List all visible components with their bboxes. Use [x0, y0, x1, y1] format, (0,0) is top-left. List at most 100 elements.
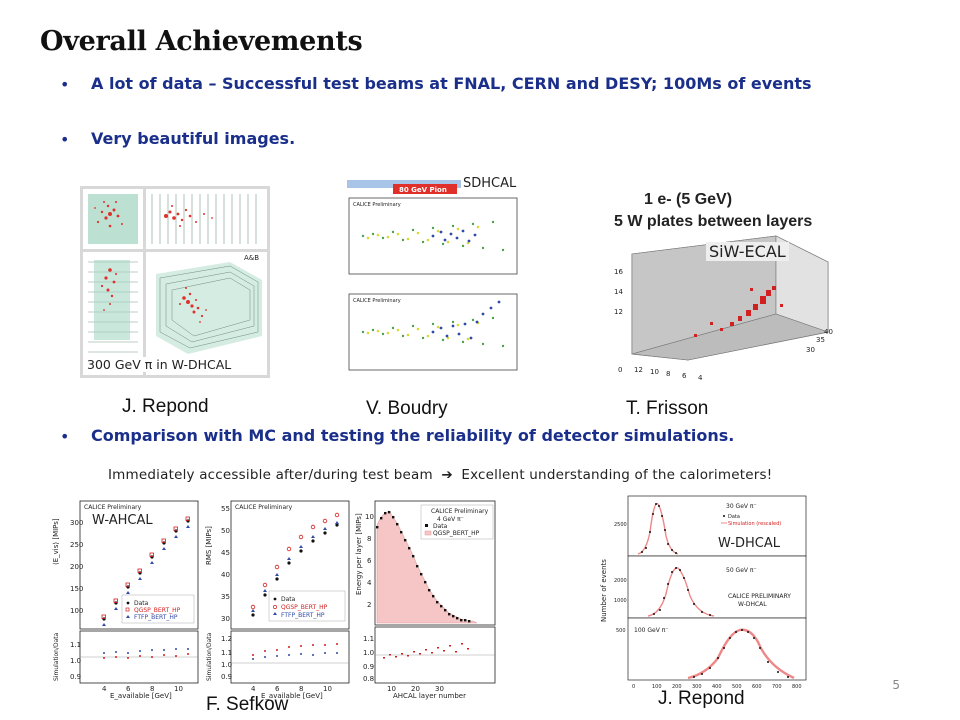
svg-text:0.9: 0.9 — [363, 663, 374, 671]
svg-text:6: 6 — [682, 372, 687, 380]
bullet-data: A lot of data – Successful test beams at… — [91, 74, 812, 93]
legend-ftfp-b: FTFP_BERT_HP — [281, 612, 325, 619]
arrow-icon: ➔ — [441, 467, 453, 483]
x-label-c: AHCAL layer number — [393, 692, 466, 700]
plot-rms: CALICE Preliminary RMS [MIPs] Simulation… — [203, 495, 353, 700]
dhcal-legend-data: Data — [728, 514, 740, 520]
author-repond-1: J. Repond — [122, 396, 209, 417]
legend-qgsp-c: QGSP_BERT_HP — [433, 530, 480, 537]
y-ratio-b: Simulation/Data — [206, 632, 213, 681]
dhcal-energy-50: 50 GeV π⁻ — [726, 567, 757, 574]
author-sefkow: F. Sefkow — [206, 694, 289, 715]
svg-text:20: 20 — [411, 685, 420, 693]
author-boudry: V. Boudry — [366, 398, 448, 419]
author-repond-2: J. Repond — [658, 688, 745, 709]
svg-text:2: 2 — [367, 601, 371, 609]
svg-text:300: 300 — [692, 684, 702, 690]
svg-text:35: 35 — [816, 336, 825, 344]
beam-energy-c: 4 GeV π⁻ — [437, 516, 464, 523]
wdhcal-caption: 300 GeV π in W-DHCAL — [84, 357, 235, 372]
dhcal-legend-sim: Simulation (rescaled) — [728, 521, 781, 527]
svg-text:4: 4 — [102, 685, 107, 693]
svg-text:1.0: 1.0 — [70, 657, 81, 665]
svg-text:100: 100 — [652, 684, 662, 690]
dhcal-detector: W-DHCAL — [738, 601, 767, 608]
svg-text:40: 40 — [824, 328, 833, 336]
svg-text:12: 12 — [634, 366, 643, 374]
note-before: Immediately accessible after/during test… — [108, 467, 433, 483]
wdhcal-corner-label: A&B — [244, 254, 259, 262]
svg-text:200: 200 — [672, 684, 682, 690]
svg-text:4: 4 — [698, 374, 703, 382]
svg-text:50: 50 — [221, 527, 230, 535]
dhcal-y-label: Number of events — [600, 559, 608, 622]
preliminary-a: CALICE Preliminary — [84, 504, 142, 511]
ecal-title-2: 5 W plates between layers — [614, 213, 812, 230]
legend-data-c: Data — [433, 523, 448, 530]
svg-text:4: 4 — [367, 579, 372, 587]
svg-text:1.1: 1.1 — [70, 641, 81, 649]
svg-text:500: 500 — [616, 628, 626, 634]
wdhcal-plot-label: W-DHCAL — [716, 536, 783, 551]
svg-text:40: 40 — [221, 571, 230, 579]
wahcal-label: W-AHCAL — [90, 513, 155, 528]
svg-text:400: 400 — [712, 684, 722, 690]
sdhcal-label: SDHCAL — [461, 176, 519, 191]
svg-text:16: 16 — [614, 268, 623, 276]
preliminary-b: CALICE Preliminary — [235, 504, 293, 511]
x-label-a: E_available [GeV] — [110, 692, 172, 700]
svg-text:10: 10 — [650, 368, 659, 376]
svg-text:0.9: 0.9 — [221, 673, 232, 681]
svg-text:30: 30 — [806, 346, 815, 354]
svg-text:4: 4 — [251, 685, 256, 693]
x-label-b: E_available [GeV] — [261, 692, 323, 700]
svg-text:250: 250 — [70, 541, 83, 549]
page-number: 5 — [892, 678, 900, 692]
svg-text:6: 6 — [126, 685, 131, 693]
bullet-dot: • — [60, 75, 70, 94]
svg-text:1.2: 1.2 — [221, 635, 232, 643]
svg-text:55: 55 — [221, 505, 230, 513]
legend-ftfp-a: FTFP_BERT_HP — [134, 614, 178, 621]
siwecal-label: SiW-ECAL — [706, 242, 789, 261]
dhcal-energy-100: 100 GeV π⁻ — [634, 627, 669, 634]
svg-text:45: 45 — [221, 549, 230, 557]
svg-text:10: 10 — [323, 685, 332, 693]
wdhcal-event-display: A&B 300 GeV π in W-DHCAL — [80, 186, 270, 378]
legend-data-a: Data — [134, 600, 149, 607]
sdhcal-preliminary-top: CALICE Preliminary — [353, 202, 401, 208]
svg-text:800: 800 — [792, 684, 802, 690]
svg-text:100: 100 — [70, 607, 83, 615]
y-label-evis: ⟨E_vis⟩ [MIPs] — [52, 518, 60, 565]
svg-text:500: 500 — [732, 684, 742, 690]
svg-text:6: 6 — [275, 685, 280, 693]
author-frisson: T. Frisson — [626, 398, 709, 419]
y-label-rms: RMS [MIPs] — [205, 526, 213, 565]
plot-wdhcal-histograms: Number of events 2500 2000 1000 500 0 100 20… — [598, 492, 820, 692]
sdhcal-banner: 80 GeV Pion — [399, 186, 447, 194]
preliminary-c: CALICE Preliminary — [431, 508, 489, 515]
svg-text:8: 8 — [150, 685, 154, 693]
svg-text:8: 8 — [666, 370, 670, 378]
bullet-dot: • — [60, 130, 70, 149]
sdhcal-preliminary-bottom: CALICE Preliminary — [353, 298, 401, 304]
understanding-note: Immediately accessible after/during test… — [108, 467, 772, 483]
svg-text:1000: 1000 — [614, 598, 627, 604]
legend-qgsp-a: QGSP_BERT_HP — [134, 607, 181, 614]
ecal-title-1: 1 e- (5 GeV) — [644, 191, 732, 208]
bullet-images: Very beautiful images. — [91, 129, 296, 148]
svg-text:8: 8 — [367, 535, 371, 543]
svg-text:1.1: 1.1 — [221, 649, 232, 657]
svg-text:0: 0 — [618, 366, 622, 374]
plot-energy-per-layer: Energy per layer [MIPs] 2 4 6 8 10 1.1 1.0 0.… — [353, 495, 498, 700]
dhcal-energy-30: 30 GeV π⁻ — [726, 503, 757, 510]
siwecal-event-display: 1 e- (5 GeV) 5 W plates between layers 0… — [610, 184, 842, 384]
bullet-comparison: Comparison with MC and testing the relia… — [91, 426, 735, 445]
svg-text:6: 6 — [367, 557, 372, 565]
svg-text:0.9: 0.9 — [70, 673, 81, 681]
svg-text:0: 0 — [632, 684, 635, 690]
svg-text:150: 150 — [70, 585, 83, 593]
svg-text:30: 30 — [221, 615, 230, 623]
slide-title: Overall Achievements — [40, 26, 363, 57]
svg-text:1.0: 1.0 — [363, 649, 374, 657]
